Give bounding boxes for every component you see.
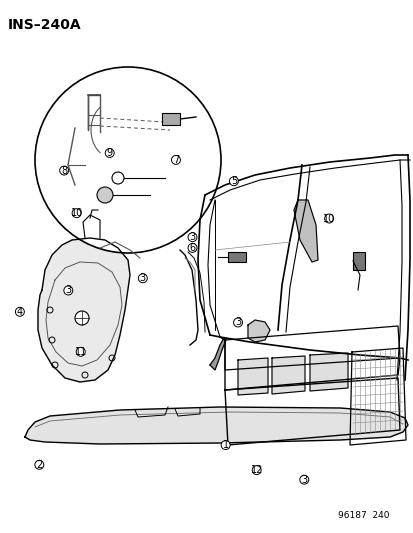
- Circle shape: [229, 177, 238, 185]
- Text: 3: 3: [140, 273, 145, 283]
- Circle shape: [64, 286, 73, 295]
- Circle shape: [221, 441, 230, 449]
- Text: 3: 3: [65, 286, 71, 295]
- Circle shape: [97, 187, 113, 203]
- Circle shape: [76, 348, 85, 356]
- Polygon shape: [271, 356, 304, 394]
- Circle shape: [105, 149, 114, 157]
- Text: 3: 3: [235, 318, 240, 327]
- Polygon shape: [38, 238, 130, 382]
- Circle shape: [138, 274, 147, 282]
- Text: 1: 1: [222, 440, 228, 450]
- Circle shape: [324, 214, 333, 223]
- Circle shape: [233, 318, 242, 327]
- Text: 6: 6: [189, 243, 195, 253]
- Circle shape: [72, 209, 81, 217]
- Circle shape: [188, 233, 197, 241]
- Polygon shape: [247, 320, 269, 342]
- Text: 12: 12: [250, 465, 262, 475]
- Text: 4: 4: [17, 307, 23, 317]
- Circle shape: [35, 67, 221, 253]
- Polygon shape: [237, 358, 267, 395]
- Circle shape: [15, 308, 24, 316]
- Text: 11: 11: [74, 347, 87, 357]
- FancyBboxPatch shape: [352, 252, 364, 270]
- Circle shape: [299, 475, 308, 484]
- Text: 3: 3: [301, 475, 306, 484]
- Text: 3: 3: [189, 232, 195, 242]
- FancyBboxPatch shape: [228, 252, 245, 262]
- Polygon shape: [209, 338, 225, 370]
- Circle shape: [188, 244, 197, 252]
- Circle shape: [171, 156, 180, 164]
- Text: 10: 10: [70, 208, 83, 218]
- Text: 96187  240: 96187 240: [338, 511, 389, 520]
- Text: 2: 2: [36, 460, 43, 470]
- Text: 8: 8: [61, 166, 67, 175]
- Text: 5: 5: [230, 176, 237, 186]
- FancyBboxPatch shape: [161, 113, 180, 125]
- Text: INS–240A: INS–240A: [8, 18, 81, 32]
- Text: 10: 10: [322, 214, 335, 223]
- Circle shape: [35, 461, 44, 469]
- Text: 9: 9: [107, 148, 112, 158]
- Circle shape: [75, 311, 89, 325]
- Circle shape: [252, 466, 261, 474]
- Circle shape: [59, 166, 69, 175]
- Polygon shape: [293, 200, 317, 262]
- Text: 7: 7: [172, 155, 179, 165]
- Polygon shape: [309, 353, 347, 391]
- Polygon shape: [25, 407, 407, 444]
